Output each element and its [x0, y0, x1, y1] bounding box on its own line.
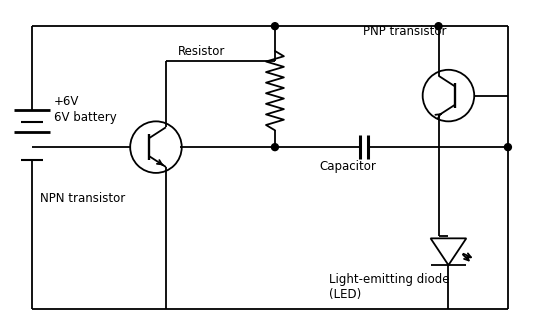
Text: Light-emitting diode
(LED): Light-emitting diode (LED): [330, 273, 450, 301]
Circle shape: [271, 23, 278, 30]
Text: 6V battery: 6V battery: [54, 111, 117, 124]
Text: +6V: +6V: [54, 96, 79, 109]
Text: Capacitor: Capacitor: [319, 160, 377, 173]
Text: NPN transistor: NPN transistor: [40, 192, 125, 205]
Text: Resistor: Resistor: [178, 45, 225, 58]
Text: PNP transistor: PNP transistor: [363, 25, 447, 38]
Circle shape: [505, 144, 511, 150]
Circle shape: [435, 23, 442, 30]
Circle shape: [271, 144, 278, 150]
